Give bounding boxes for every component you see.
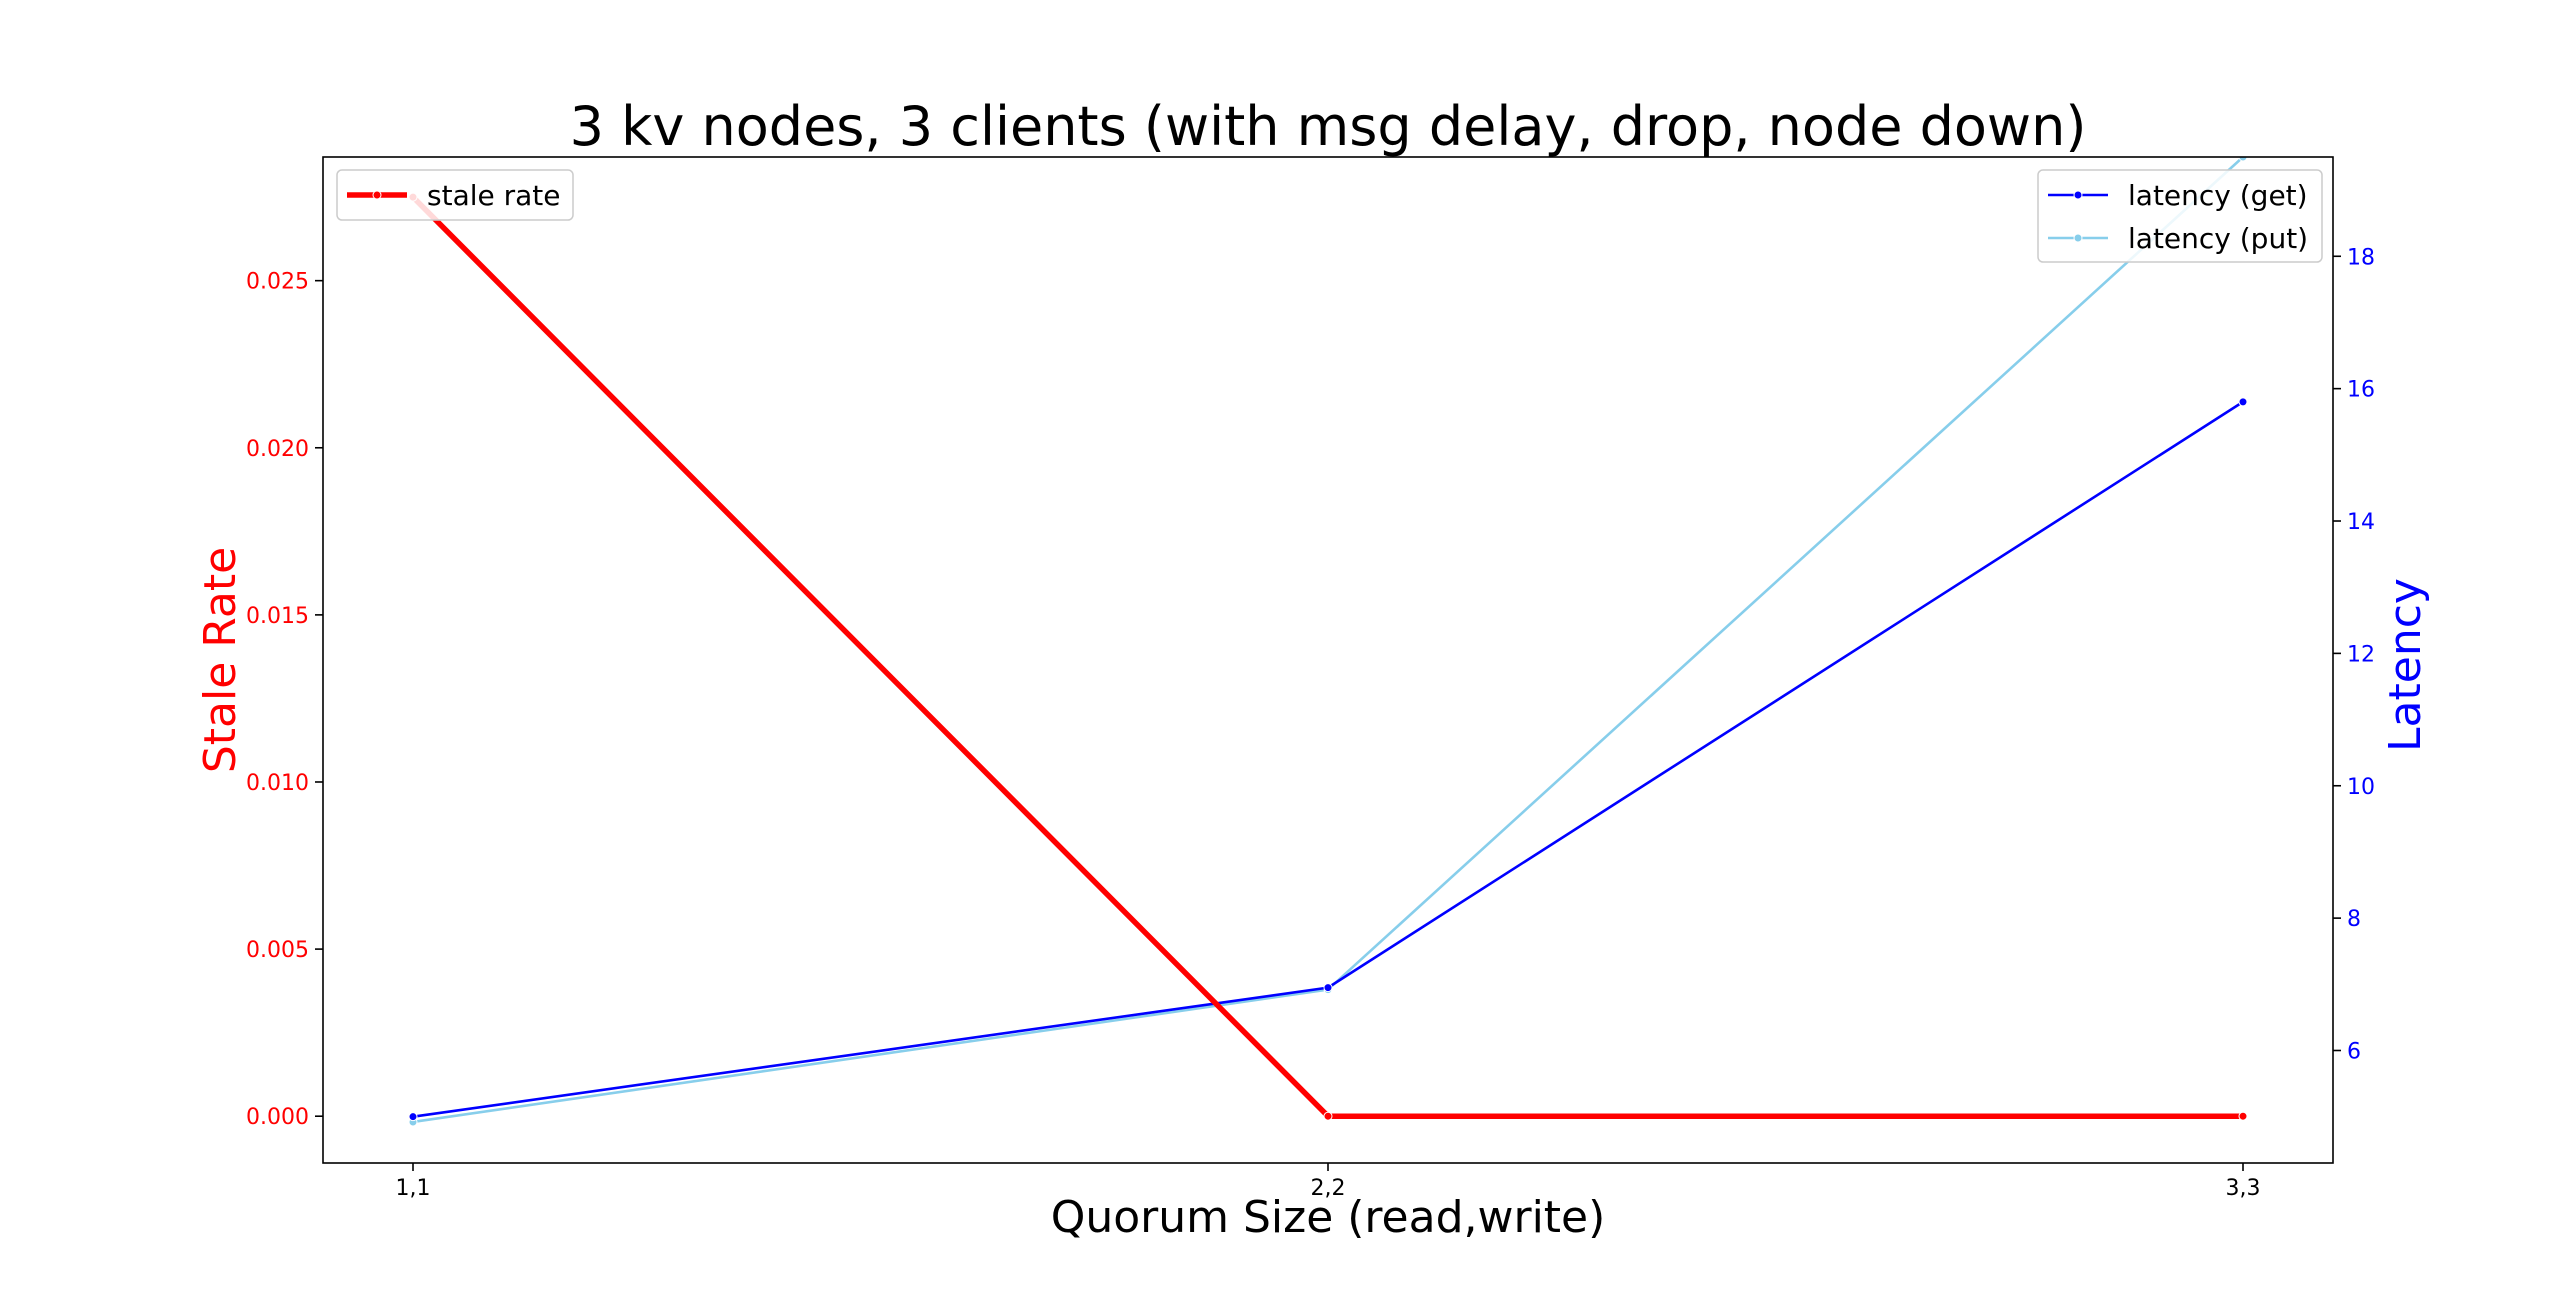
- legend-marker: [2073, 190, 2083, 200]
- data-point: [408, 1112, 418, 1122]
- left-tick-label: 0.010: [246, 771, 309, 796]
- legend-frame: [336, 169, 574, 221]
- left-tick-label: 0.005: [246, 938, 309, 963]
- data-point: [2238, 397, 2248, 407]
- legend-label: latency (get): [2128, 179, 2308, 212]
- data-point: [1323, 983, 1333, 993]
- right-tick-label: 10: [2347, 775, 2375, 800]
- right-tick-label: 14: [2347, 510, 2375, 535]
- right-tick-label: 8: [2347, 907, 2361, 932]
- data-point: [1323, 1111, 1333, 1121]
- legend-label: stale rate: [427, 179, 561, 212]
- right-tick-label: 6: [2347, 1039, 2361, 1064]
- left-y-axis: 0.000 0.005 0.010 0.015 0.020 0.025: [246, 270, 323, 1130]
- right-y-axis-label: Latency: [2380, 578, 2431, 752]
- series-layer: [408, 157, 2248, 1127]
- right-tick-label: 12: [2347, 642, 2375, 667]
- left-tick-label: 0.000: [246, 1105, 309, 1130]
- x-tick-label: 2,2: [1311, 1176, 1346, 1201]
- legend-latency: latency (get) latency (put): [2037, 169, 2323, 263]
- legend-frame: [2037, 169, 2323, 263]
- x-axis-label: Quorum Size (read,write): [1051, 1192, 1606, 1243]
- left-y-axis-label: Stale Rate: [195, 547, 246, 773]
- left-tick-label: 0.025: [246, 270, 309, 295]
- left-tick-label: 0.020: [246, 437, 309, 462]
- data-point: [2238, 157, 2248, 162]
- chart-title: 3 kv nodes, 3 clients (with msg delay, d…: [570, 95, 2087, 158]
- left-tick-label: 0.015: [246, 604, 309, 629]
- right-tick-label: 16: [2347, 378, 2375, 403]
- x-axis: 1,1 2,2 3,3: [396, 1163, 2261, 1201]
- legend-marker: [2073, 233, 2083, 243]
- legend-marker: [372, 190, 382, 200]
- legend-label: latency (put): [2128, 222, 2308, 255]
- x-tick-label: 3,3: [2226, 1176, 2261, 1201]
- data-point: [2238, 1111, 2248, 1121]
- legend-stale: stale rate: [336, 169, 574, 221]
- right-tick-label: 18: [2347, 245, 2375, 270]
- x-tick-label: 1,1: [396, 1176, 431, 1201]
- right-y-axis: 6 8 10 12 14 16 18: [2333, 245, 2375, 1064]
